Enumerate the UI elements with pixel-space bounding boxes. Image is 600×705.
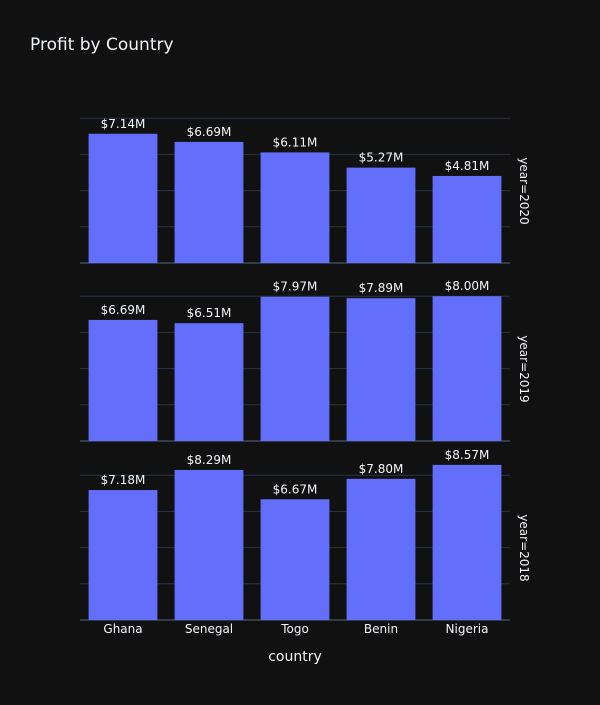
- bar-value-label: $7.18M: [101, 473, 146, 487]
- bar-senegal: [174, 323, 244, 441]
- x-tick-senegal: Senegal: [185, 622, 233, 636]
- x-tick-benin: Benin: [364, 622, 398, 636]
- bar-nigeria: [432, 296, 502, 441]
- bar-value-label: $6.69M: [101, 303, 146, 317]
- x-tick-ghana: Ghana: [103, 622, 142, 636]
- bar-ghana: [88, 133, 158, 263]
- facet-plots: $7.14M$6.69M$6.11M$5.27M$4.81M year=2020$…: [80, 117, 531, 621]
- x-tick-nigeria: Nigeria: [446, 622, 489, 636]
- facet-year-2020: $7.14M $6.69M $6.11M $5.27M $4.81M year=2020: [80, 117, 531, 264]
- bar-togo: [260, 499, 330, 620]
- bar-benin: [346, 478, 416, 620]
- x-axis-title: country: [268, 649, 322, 665]
- bar-ghana: [88, 490, 158, 620]
- facet-label: year=2018: [517, 514, 531, 581]
- bar-benin: [346, 298, 416, 441]
- chart-title: Profit by Country: [30, 35, 174, 55]
- bar-value-label: $6.69M: [187, 125, 232, 139]
- bar-value-label: $7.89M: [359, 281, 404, 295]
- bar-value-label: $7.80M: [359, 462, 404, 476]
- facet-label: year=2019: [517, 335, 531, 402]
- bar-value-label: $7.97M: [273, 280, 318, 294]
- facet-label: year=2020: [517, 157, 531, 224]
- bar-senegal: [174, 469, 244, 620]
- x-tick-togo: Togo: [280, 622, 309, 636]
- bar-value-label: $5.27M: [359, 151, 404, 165]
- facet-year-2019: $6.69M $6.51M $7.97M $7.89M $8.00M year=2019: [80, 279, 531, 442]
- bar-value-label: $6.11M: [273, 135, 318, 149]
- bar-value-label: $8.29M: [187, 453, 232, 467]
- bar-togo: [260, 152, 330, 263]
- bar-nigeria: [432, 175, 502, 263]
- bar-value-label: $8.00M: [445, 279, 490, 293]
- bar-value-label: $6.67M: [273, 482, 318, 496]
- bar-value-label: $6.51M: [187, 306, 232, 320]
- bar-ghana: [88, 319, 158, 441]
- x-tick-labels: Ghana Senegal Togo Benin Nigeria: [103, 622, 488, 636]
- bar-value-label: $7.14M: [101, 117, 146, 131]
- bar-benin: [346, 167, 416, 263]
- bar-senegal: [174, 141, 244, 263]
- bar-value-label: $4.81M: [445, 159, 490, 173]
- facet-year-2018: $7.18M $8.29M $6.67M $7.80M $8.57M year=2018: [80, 448, 531, 621]
- bar-togo: [260, 296, 330, 441]
- bar-value-label: $8.57M: [445, 448, 490, 462]
- bar-nigeria: [432, 464, 502, 620]
